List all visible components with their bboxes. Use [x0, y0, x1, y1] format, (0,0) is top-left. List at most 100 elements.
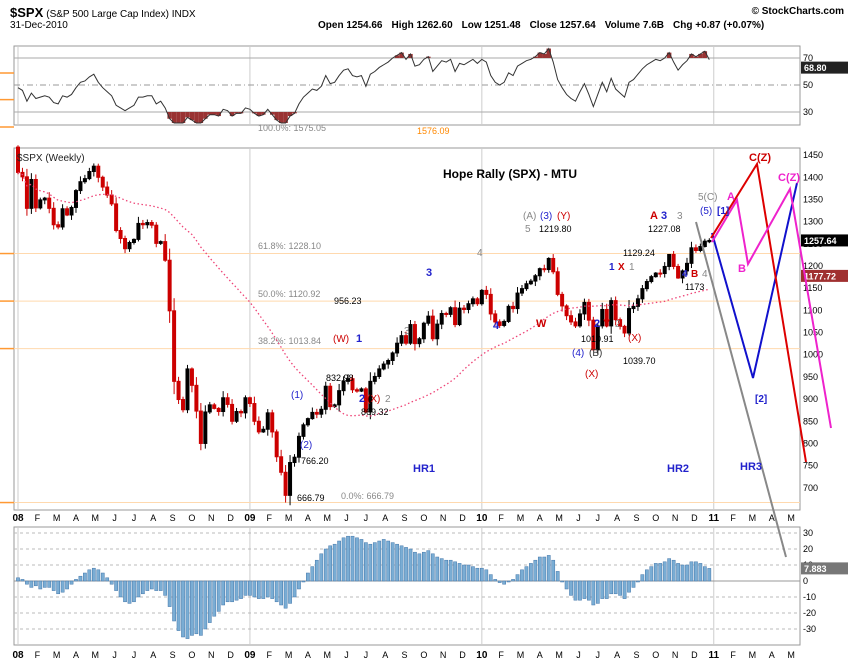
candle-body: [368, 380, 373, 413]
year-label: 10: [476, 650, 488, 661]
macd-tick: 20: [803, 544, 813, 554]
candle-body: [444, 312, 449, 315]
price-tick: 950: [803, 372, 818, 382]
annotation: 1039.70: [623, 356, 656, 366]
macd-bar: [422, 551, 426, 582]
annotation: (1): [291, 390, 303, 401]
rsi-axis-label: 30: [803, 107, 813, 117]
annotation: 1576.09: [417, 126, 450, 136]
macd-bar: [466, 564, 471, 582]
month-label: J: [132, 513, 137, 523]
projection-lines: [695, 161, 832, 558]
rsi-axis-label: 50: [803, 80, 813, 90]
candle-body: [314, 411, 319, 415]
panel-titles: $SPX (Weekly) Hope Rally (SPX) - MTU: [17, 153, 577, 181]
candle-body: [569, 315, 574, 323]
candle-body: [60, 208, 65, 228]
annotation: 1: [629, 262, 635, 273]
month-label: J: [364, 650, 369, 660]
annotation: 3: [404, 326, 410, 337]
month-label: D: [227, 513, 234, 523]
candle-body: [283, 471, 288, 496]
month-label: F: [266, 513, 272, 523]
candle-body: [493, 313, 498, 323]
candle-body: [658, 272, 663, 275]
month-label: J: [576, 650, 581, 660]
macd-bar: [230, 580, 234, 603]
candle-body: [667, 253, 672, 267]
year-label: 09: [244, 650, 256, 661]
candle-body: [288, 462, 293, 496]
macd-bar: [479, 567, 484, 582]
macd-bar: [149, 580, 154, 590]
candle-body: [42, 197, 47, 201]
candlestick-series: [16, 145, 712, 506]
candle-body: [421, 322, 426, 340]
macd-tick: 0: [803, 576, 808, 586]
candle-body: [292, 456, 297, 464]
macd-bar: [51, 580, 56, 591]
macd-bar: [618, 580, 622, 596]
macd-bar: [288, 580, 292, 604]
year-label: 09: [244, 513, 256, 524]
annotation: 1: [609, 262, 615, 273]
rsi-value-badge: 68.80: [801, 61, 848, 74]
month-label: A: [73, 650, 79, 660]
annotation: C(Z): [778, 172, 800, 184]
macd-bar: [511, 579, 515, 582]
candle-body: [247, 397, 252, 405]
macd-bar: [502, 580, 506, 585]
candle-body: [252, 403, 257, 422]
macd-bar: [167, 580, 172, 607]
chart-header: $SPX (S&P 500 Large Cap Index) INDX © Sto…: [10, 4, 844, 20]
month-label: O: [420, 513, 427, 523]
candle-body: [359, 388, 364, 392]
annotation: (X): [585, 369, 598, 380]
macd-bar: [676, 563, 680, 582]
macd-bar: [595, 580, 600, 604]
macd-bar: [29, 580, 34, 588]
macd-bar: [520, 569, 524, 582]
annotation: B: [691, 269, 698, 280]
price-tick: 900: [803, 394, 818, 404]
candle-body: [622, 325, 627, 334]
candle-body: [51, 207, 56, 226]
macd-bar: [105, 577, 110, 582]
annotation: 5(C): [698, 192, 717, 203]
candle-body: [426, 315, 431, 324]
month-label: S: [170, 513, 176, 523]
quote-date: 31-Dec-2010: [10, 20, 68, 31]
price-tick: 1150: [803, 283, 822, 293]
macd-bar: [221, 580, 226, 606]
symbol: $SPX: [10, 5, 44, 20]
macd-bar: [662, 561, 667, 582]
annotation: [2]: [755, 394, 767, 405]
macd-bar: [417, 553, 422, 582]
macd-bar: [600, 580, 605, 599]
macd-bar: [685, 564, 689, 582]
annotation: 4: [682, 269, 688, 280]
month-label: D: [691, 513, 698, 523]
macd-bar: [372, 542, 377, 582]
macd-bar: [328, 545, 333, 582]
annotation: 1010.91: [581, 334, 614, 344]
candle-body: [114, 203, 119, 232]
macd-bar: [542, 556, 547, 582]
candle-body: [145, 222, 150, 226]
fib-label: 50.0%: 1120.92: [258, 289, 320, 299]
month-label: M: [53, 513, 61, 523]
month-label: O: [420, 650, 427, 660]
price-tick: 800: [803, 438, 818, 448]
month-label: F: [498, 513, 504, 523]
macd-bar: [399, 545, 404, 582]
candle-body: [582, 301, 587, 315]
macd-bar: [506, 580, 511, 583]
annotation: 766.20: [301, 456, 329, 466]
candle-body: [87, 171, 92, 180]
candle-body: [212, 404, 217, 409]
macd-bar: [604, 580, 609, 599]
year-label: 11: [708, 650, 719, 661]
macd-bar: [680, 564, 685, 582]
candle-body: [551, 257, 556, 273]
